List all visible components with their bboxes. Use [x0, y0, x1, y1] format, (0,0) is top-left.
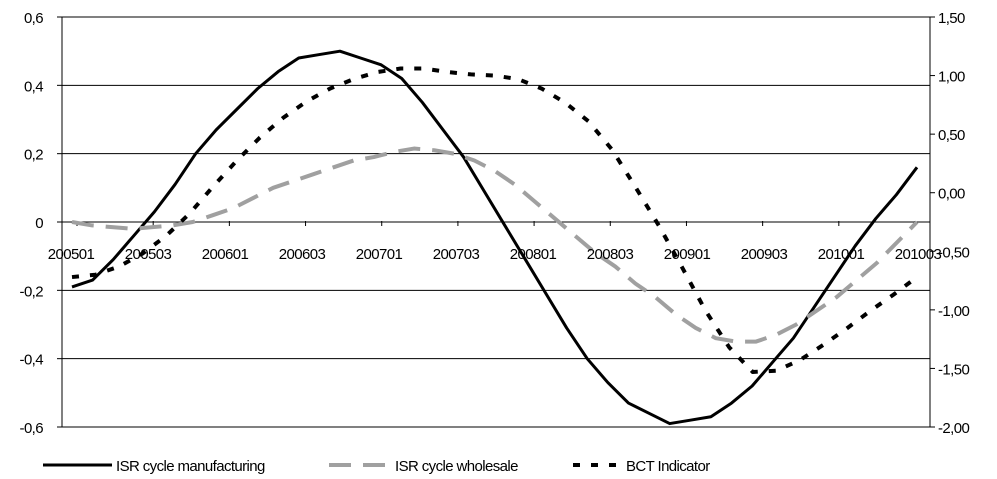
y-left-tick-label-1: 0,4 [24, 78, 43, 95]
x-tick-label-7: 200803 [587, 246, 634, 263]
x-tick-label-11: 201003 [895, 246, 942, 263]
legend-item-2: BCT Indicator [573, 458, 711, 475]
x-tick-label-6: 200801 [510, 246, 557, 263]
y-right-tick-label-7: -2,00 [938, 420, 969, 437]
axes [57, 16, 935, 428]
y-right-tick-label-1: 1,00 [938, 69, 965, 86]
x-tick-label-4: 200701 [356, 246, 403, 263]
y-left-tick-label-5: -0,4 [20, 352, 44, 369]
y-right-tick-label-0: 1,50 [938, 10, 965, 27]
y-left-tick-label-4: -0,2 [20, 283, 44, 300]
y-right-tick-label-2: 0,50 [938, 127, 965, 144]
series-line-isr-cycle-wholesale [71, 146, 919, 344]
y-left-tick-label-2: 0,2 [24, 147, 43, 164]
x-tick-label-9: 200903 [741, 246, 788, 263]
y-left-axis-tick-labels: 0,6 0,4 0,2 0 -0,2 -0,4 -0,6 [20, 10, 44, 437]
y-right-tick-label-6: -1,50 [938, 361, 969, 378]
x-tick-label-5: 200703 [433, 246, 480, 263]
x-axis-tick-labels: 200501 200503 200601 200603 200701 200703 2008… [48, 246, 942, 263]
legend-label-2: BCT Indicator [626, 458, 710, 475]
legend: ISR cycle manufacturing ISR cycle wholesa… [43, 458, 711, 475]
x-tick-label-2: 200601 [202, 246, 249, 263]
series-line-isr-cycle-manufacturing [71, 49, 919, 426]
x-tick-label-8: 200901 [664, 246, 711, 263]
y-left-tick-label-6: -0,6 [20, 420, 44, 437]
y-right-tick-label-5: -1,00 [938, 303, 969, 320]
legend-item-1: ISR cycle wholesale [329, 458, 519, 475]
y-right-tick-label-4: -0,50 [938, 244, 969, 261]
y-left-tick-label-0: 0,6 [24, 10, 43, 27]
legend-label-1: ISR cycle wholesale [395, 458, 518, 475]
series-lines [71, 49, 919, 426]
gridlines [62, 16, 930, 428]
x-tick-label-0: 200501 [48, 246, 95, 263]
legend-label-0: ISR cycle manufacturing [116, 458, 265, 475]
y-right-axis-tick-labels: 1,50 1,00 0,50 0,00 -0,50 -1,00 -1,50 -2,00 [938, 10, 970, 437]
x-tick-label-3: 200603 [279, 246, 326, 263]
y-right-tick-label-3: 0,00 [938, 186, 965, 203]
x-tick-label-10: 201001 [818, 246, 865, 263]
legend-item-0: ISR cycle manufacturing [43, 458, 266, 475]
y-left-tick-label-3: 0 [35, 215, 43, 232]
x-tick-label-1: 200503 [125, 246, 172, 263]
